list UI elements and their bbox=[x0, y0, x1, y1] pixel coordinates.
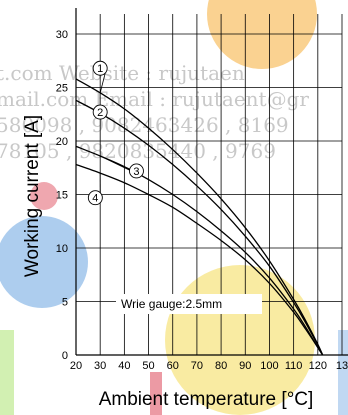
y-axis-title: Working current [A] bbox=[22, 115, 43, 277]
series-line-2 bbox=[75, 99, 324, 356]
watermark-line-2: mail.com Email : rujutaent@gr bbox=[0, 87, 309, 111]
x-tick-label: 13 bbox=[336, 360, 348, 372]
series-line-3 bbox=[75, 145, 324, 356]
x-axis-title-main: Ambient temperature [ bbox=[99, 389, 288, 410]
series-label-ring-4 bbox=[87, 190, 103, 206]
x-tick-label: 30 bbox=[94, 360, 106, 372]
x-tick-label: 60 bbox=[167, 360, 179, 372]
series-labels: 1 2 3 4 bbox=[87, 60, 144, 206]
watermark-bar-blue bbox=[338, 330, 348, 415]
series-label-4: 4 bbox=[92, 193, 98, 205]
series-label-1: 1 bbox=[97, 63, 103, 75]
series-label-ring-3 bbox=[129, 163, 144, 179]
x-tick-label: 100 bbox=[260, 360, 278, 372]
series-label-2: 2 bbox=[97, 107, 103, 119]
y-tick-label: 5 bbox=[62, 297, 68, 309]
watermark-line-1: t.com Website : rujutaen bbox=[0, 61, 245, 85]
annotation-text: Wrie gauge:2.5mm bbox=[121, 297, 222, 311]
series-label-ring-2 bbox=[92, 104, 108, 120]
x-tick-label: 20 bbox=[70, 360, 82, 372]
series-label-3: 3 bbox=[133, 166, 139, 178]
series-label-leader-1 bbox=[99, 73, 106, 93]
watermark-disc-blue bbox=[0, 216, 88, 308]
watermark-bar-red bbox=[150, 372, 162, 415]
y-tick-label: 25 bbox=[56, 83, 68, 95]
watermark-bar-green bbox=[0, 330, 14, 415]
y-tick-label: 10 bbox=[56, 243, 68, 255]
x-axis-title-unit: °C bbox=[287, 389, 308, 410]
x-tick-labels: 20 30 40 50 60 70 80 90 100 110 120 13 bbox=[70, 360, 348, 372]
axes bbox=[75, 8, 348, 356]
y-tick-label: 30 bbox=[56, 29, 68, 41]
x-tick-label: 120 bbox=[309, 360, 327, 372]
x-tick-label: 80 bbox=[215, 360, 227, 372]
y-tick-labels: 0 5 10 15 20 25 30 bbox=[56, 29, 68, 362]
watermark-disc-red bbox=[30, 182, 58, 210]
wire-gauge-annotation: Wrie gauge:2.5mm bbox=[116, 294, 262, 314]
annotation-background bbox=[116, 294, 262, 314]
series-lines bbox=[75, 78, 324, 356]
x-tick-label: 70 bbox=[191, 360, 203, 372]
x-axis-title-end: ] bbox=[308, 389, 313, 410]
watermark-disc-orange bbox=[207, 0, 317, 69]
x-tick-label: 50 bbox=[142, 360, 154, 372]
x-tick-label: 40 bbox=[118, 360, 130, 372]
series-line-4 bbox=[75, 163, 324, 356]
y-tick-label: 15 bbox=[56, 190, 68, 202]
x-tick-label: 110 bbox=[285, 360, 303, 372]
series-label-ring-1 bbox=[92, 60, 108, 76]
x-axis-title: Ambient temperature [°C] bbox=[99, 389, 314, 410]
watermark-line-4: 78105 , 9820835440 , 9769 bbox=[0, 139, 276, 163]
series-line-1 bbox=[75, 78, 324, 356]
y-tick-label: 0 bbox=[62, 350, 68, 362]
y-tick-label: 20 bbox=[56, 136, 68, 148]
x-tick-label: 90 bbox=[239, 360, 251, 372]
